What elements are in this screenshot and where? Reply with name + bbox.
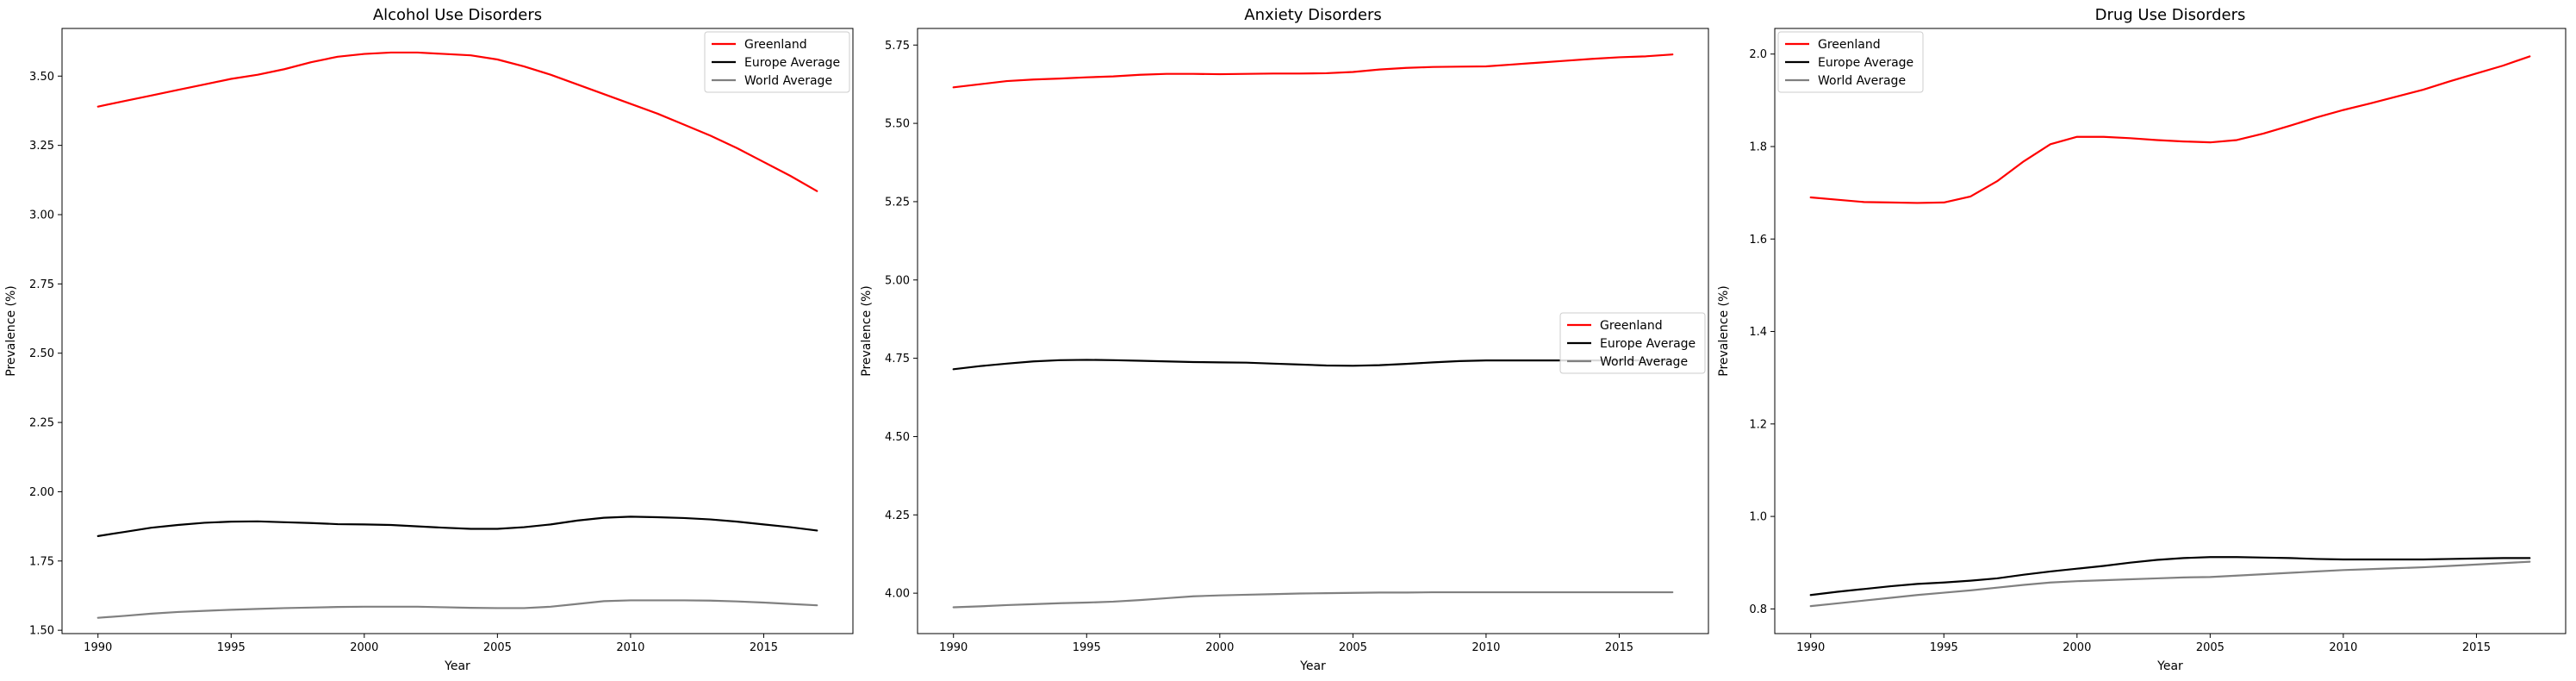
legend: Greenland Europe Average World Average (1559, 312, 1706, 374)
x-axis-label: Year (444, 659, 470, 673)
y-tick-label: 2.0 (1749, 48, 1767, 61)
x-tick-label: 2015 (1605, 641, 1633, 654)
y-tick-label: 3.00 (29, 209, 54, 222)
y-tick-label: 5.25 (885, 196, 910, 209)
x-tick-label: 2000 (2063, 641, 2091, 654)
y-axis-label: Prevalence (%) (1717, 285, 1731, 377)
series-line-greenland (1809, 55, 2531, 204)
x-tick-label: 2015 (750, 641, 778, 654)
y-tick-label: 4.50 (885, 431, 910, 444)
y-tick-label: 2.75 (29, 278, 54, 291)
chart-panel-3: Drug Use Disorders 1990 1995 2000 2005 2010 20… (1717, 6, 2567, 673)
series-line-world-average (952, 590, 1674, 609)
legend-label: Greenland (1600, 319, 1663, 333)
y-tick-label: 2.50 (29, 347, 54, 360)
legend-box (1559, 312, 1706, 374)
x-tick-label: 2010 (616, 641, 644, 654)
legend-label: Europe Average (1818, 56, 1913, 70)
x-tick-label: 1995 (217, 641, 246, 654)
x-tick-label: 2005 (1339, 641, 1367, 654)
y-tick-label: 0.8 (1749, 603, 1767, 616)
x-tick-label: 2015 (2462, 641, 2491, 654)
y-tick-label: 5.75 (885, 40, 910, 53)
x-axis-label: Year (1299, 659, 1326, 673)
chart-panel-1: Alcohol Use Disorders 1990 1995 2000 2005 201… (4, 6, 854, 673)
y-tick-label: 1.6 (1749, 234, 1767, 247)
y-tick-label: 1.75 (29, 555, 54, 568)
y-tick-label: 1.0 (1749, 511, 1767, 524)
plot-frame (61, 28, 854, 634)
y-tick-label: 1.2 (1749, 418, 1767, 431)
legend-label: Europe Average (1600, 337, 1696, 351)
y-axis-label: Prevalence (%) (4, 285, 18, 377)
chart-title: Alcohol Use Disorders (373, 6, 542, 24)
legend-label: World Average (1818, 74, 1906, 88)
chart-panel-2: Anxiety Disorders 1990 1995 2000 2005 2010 201… (860, 6, 1709, 673)
y-tick-label: 5.50 (885, 118, 910, 131)
x-tick-label: 1995 (1073, 641, 1101, 654)
y-axis-label: Prevalence (%) (860, 285, 874, 377)
y-tick-label: 4.00 (885, 588, 910, 601)
legend-label: Europe Average (744, 56, 840, 70)
x-tick-label: 1995 (1930, 641, 1958, 654)
series-line-world-average (1809, 560, 2531, 608)
y-tick-label: 1.50 (29, 625, 54, 638)
series-line-europe-average (952, 359, 1674, 371)
y-tick-label: 1.8 (1749, 141, 1767, 153)
x-tick-label: 2005 (483, 641, 512, 654)
x-tick-label: 2000 (350, 641, 378, 654)
x-tick-label: 2010 (2329, 641, 2357, 654)
series-line-world-average (96, 599, 818, 619)
y-tick-label: 3.50 (29, 71, 54, 84)
y-tick-label: 4.25 (885, 509, 910, 522)
series-line-europe-average (1809, 556, 2531, 597)
legend-label: Greenland (1818, 38, 1881, 52)
legend-label: World Average (744, 74, 832, 88)
plot-frame (1774, 28, 2567, 634)
legend-box (1777, 31, 1924, 93)
series-line-greenland (952, 53, 1674, 89)
y-tick-label: 3.25 (29, 140, 54, 153)
y-tick-label: 2.25 (29, 417, 54, 430)
plot-frame (917, 28, 1709, 634)
y-tick-label: 2.00 (29, 486, 54, 499)
x-tick-label: 2000 (1205, 641, 1234, 654)
x-axis-label: Year (2156, 659, 2183, 673)
y-tick-label: 5.00 (885, 274, 910, 287)
x-tick-label: 1990 (84, 641, 112, 654)
legend-box (704, 31, 850, 93)
chart-title: Drug Use Disorders (2095, 6, 2246, 24)
series-line-europe-average (96, 515, 818, 537)
legend: Greenland Europe Average World Average (1777, 31, 1924, 93)
legend-label: Greenland (744, 38, 807, 52)
chart-title: Anxiety Disorders (1244, 6, 1382, 24)
x-tick-label: 1990 (939, 641, 968, 654)
x-tick-label: 2010 (1472, 641, 1500, 654)
series-line-greenland (96, 51, 818, 192)
x-tick-label: 1990 (1796, 641, 1825, 654)
legend: Greenland Europe Average World Average (704, 31, 850, 93)
legend-label: World Average (1600, 355, 1688, 369)
y-tick-label: 4.75 (885, 353, 910, 365)
x-tick-label: 2005 (2196, 641, 2224, 654)
y-tick-label: 1.4 (1749, 326, 1767, 339)
